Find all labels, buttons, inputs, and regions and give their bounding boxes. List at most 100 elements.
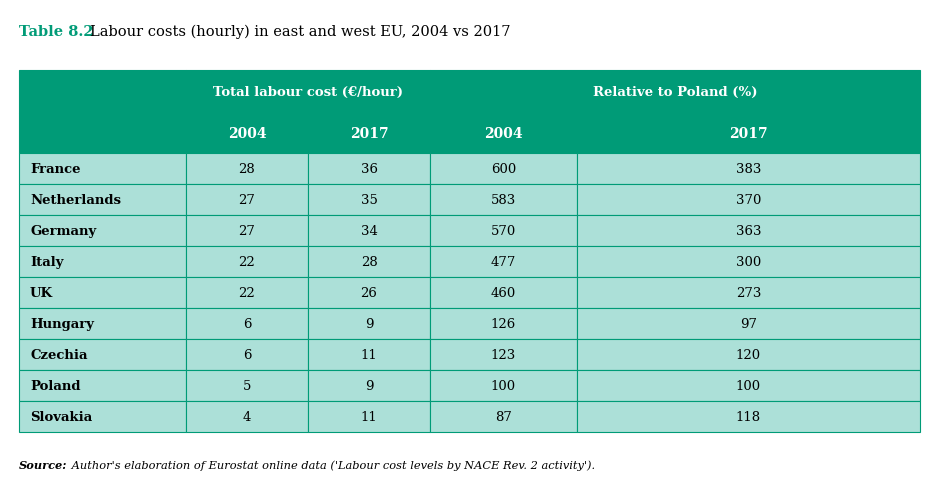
Text: 34: 34 bbox=[361, 224, 377, 238]
Bar bbox=[577, 114, 920, 154]
Bar bbox=[19, 71, 186, 114]
Bar bbox=[19, 308, 186, 339]
Text: 9: 9 bbox=[364, 317, 374, 330]
Bar bbox=[19, 216, 186, 246]
Bar bbox=[430, 114, 577, 154]
Text: 273: 273 bbox=[735, 286, 762, 299]
Text: 477: 477 bbox=[490, 255, 516, 268]
Bar bbox=[430, 339, 577, 370]
Bar bbox=[186, 71, 430, 114]
Bar bbox=[186, 339, 308, 370]
Text: 100: 100 bbox=[736, 379, 761, 392]
Text: 9: 9 bbox=[364, 379, 374, 392]
Text: 27: 27 bbox=[239, 224, 255, 238]
Text: 460: 460 bbox=[491, 286, 516, 299]
Text: Source:: Source: bbox=[19, 459, 68, 470]
Text: Netherlands: Netherlands bbox=[30, 194, 121, 206]
Bar bbox=[308, 114, 430, 154]
Text: 22: 22 bbox=[239, 255, 255, 268]
Bar bbox=[308, 246, 430, 277]
Bar bbox=[308, 308, 430, 339]
Bar bbox=[19, 277, 186, 308]
Text: 35: 35 bbox=[361, 194, 377, 206]
Bar bbox=[430, 246, 577, 277]
Text: 4: 4 bbox=[243, 410, 251, 423]
Text: Hungary: Hungary bbox=[30, 317, 94, 330]
Bar bbox=[577, 246, 920, 277]
Text: 126: 126 bbox=[491, 317, 516, 330]
Text: Labour costs (hourly) in east and west EU, 2004 vs 2017: Labour costs (hourly) in east and west E… bbox=[90, 24, 511, 39]
Text: Slovakia: Slovakia bbox=[30, 410, 92, 423]
Text: 2004: 2004 bbox=[227, 127, 267, 141]
Text: 120: 120 bbox=[736, 348, 761, 361]
Text: Poland: Poland bbox=[30, 379, 81, 392]
Bar bbox=[19, 401, 186, 432]
Bar bbox=[577, 308, 920, 339]
Text: Total labour cost (€/hour): Total labour cost (€/hour) bbox=[213, 86, 403, 99]
Bar bbox=[186, 308, 308, 339]
Bar bbox=[308, 339, 430, 370]
Text: 363: 363 bbox=[735, 224, 762, 238]
Text: 6: 6 bbox=[242, 348, 252, 361]
Text: 11: 11 bbox=[361, 410, 377, 423]
Bar bbox=[186, 370, 308, 401]
Bar bbox=[430, 308, 577, 339]
Bar bbox=[577, 216, 920, 246]
Bar bbox=[186, 114, 308, 154]
Text: 600: 600 bbox=[491, 163, 516, 176]
Bar bbox=[430, 154, 577, 184]
Bar bbox=[19, 339, 186, 370]
Bar bbox=[308, 184, 430, 216]
Text: 383: 383 bbox=[735, 163, 762, 176]
Bar bbox=[430, 184, 577, 216]
Text: France: France bbox=[30, 163, 81, 176]
Text: Author's elaboration of Eurostat online data ('Labour cost levels by NACE Rev. 2: Author's elaboration of Eurostat online … bbox=[68, 459, 594, 470]
Text: 27: 27 bbox=[239, 194, 255, 206]
Text: Relative to Poland (%): Relative to Poland (%) bbox=[593, 86, 758, 99]
Text: Italy: Italy bbox=[30, 255, 64, 268]
Bar bbox=[186, 401, 308, 432]
Bar bbox=[186, 216, 308, 246]
Text: 26: 26 bbox=[361, 286, 377, 299]
Bar bbox=[308, 370, 430, 401]
Bar bbox=[430, 71, 920, 114]
Bar bbox=[308, 154, 430, 184]
Bar bbox=[308, 277, 430, 308]
Bar bbox=[430, 216, 577, 246]
Bar bbox=[430, 370, 577, 401]
Text: 300: 300 bbox=[736, 255, 761, 268]
Text: 22: 22 bbox=[239, 286, 255, 299]
Text: 28: 28 bbox=[361, 255, 377, 268]
Text: 583: 583 bbox=[491, 194, 516, 206]
Bar bbox=[19, 184, 186, 216]
Text: 2017: 2017 bbox=[729, 127, 768, 141]
Text: 28: 28 bbox=[239, 163, 255, 176]
Bar bbox=[19, 114, 186, 154]
Bar bbox=[186, 154, 308, 184]
Text: UK: UK bbox=[30, 286, 54, 299]
Bar bbox=[577, 277, 920, 308]
Text: 6: 6 bbox=[242, 317, 252, 330]
Bar bbox=[430, 277, 577, 308]
Text: 87: 87 bbox=[495, 410, 512, 423]
Bar bbox=[577, 154, 920, 184]
Bar bbox=[308, 401, 430, 432]
Text: 11: 11 bbox=[361, 348, 377, 361]
Bar bbox=[577, 370, 920, 401]
Text: 123: 123 bbox=[491, 348, 516, 361]
Text: 2017: 2017 bbox=[349, 127, 389, 141]
Bar bbox=[19, 370, 186, 401]
Text: 370: 370 bbox=[735, 194, 762, 206]
Text: 5: 5 bbox=[243, 379, 251, 392]
Bar bbox=[308, 216, 430, 246]
Text: 97: 97 bbox=[740, 317, 757, 330]
Text: Czechia: Czechia bbox=[30, 348, 87, 361]
Text: 2004: 2004 bbox=[484, 127, 523, 141]
Text: Germany: Germany bbox=[30, 224, 97, 238]
Bar bbox=[577, 184, 920, 216]
Bar bbox=[19, 154, 186, 184]
Text: 36: 36 bbox=[361, 163, 377, 176]
Text: Table 8.2: Table 8.2 bbox=[19, 25, 93, 39]
Bar bbox=[577, 401, 920, 432]
Text: 570: 570 bbox=[491, 224, 516, 238]
